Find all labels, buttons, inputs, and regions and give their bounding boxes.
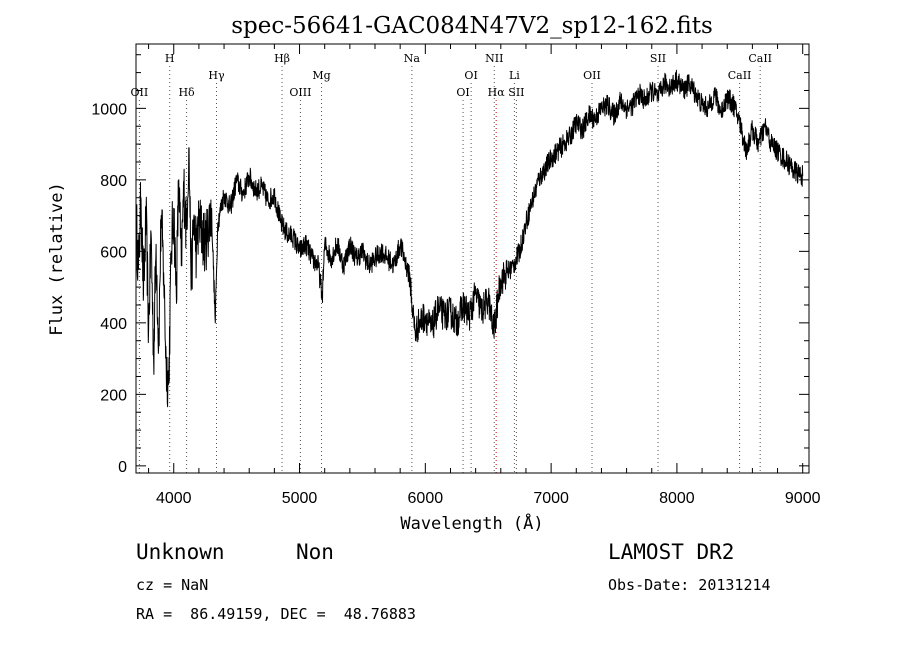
- line-marker-label-14: OII: [583, 69, 601, 82]
- line-marker-label-9: OI: [464, 69, 477, 82]
- line-marker-label-7: Na: [404, 52, 421, 65]
- line-marker-label-4: Hβ: [274, 52, 290, 65]
- spectrum-line: [135, 69, 804, 408]
- x-tick-label-2: 6000: [408, 490, 444, 507]
- line-marker-label-16: CaII: [728, 69, 752, 82]
- line-marker-label-0: OII: [131, 86, 149, 99]
- plot-frame: [135, 43, 810, 474]
- line-marker-label-1: H: [165, 52, 175, 65]
- observation-date: Obs-Date: 20131214: [608, 576, 771, 594]
- line-marker-label-11: Hα: [488, 86, 506, 99]
- y-tick-label-2: 400: [100, 316, 127, 333]
- chart-title: spec-56641-GAC084N47V2_sp12-162.fits: [231, 13, 713, 39]
- line-marker-label-3: Hγ: [208, 69, 225, 82]
- line-marker-label-15: SII: [650, 52, 666, 65]
- line-marker-label-10: NII: [485, 52, 503, 65]
- y-axis: 0 200 400 600 800 1000: [91, 54, 809, 476]
- redshift-cz: cz = NaN: [136, 576, 209, 594]
- survey-name: LAMOST DR2: [608, 540, 735, 564]
- x-tick-label-3: 7000: [533, 490, 569, 507]
- x-axis: 4000 5000 6000 7000 8000 9000: [148, 44, 821, 507]
- line-marker-label-8: OI: [456, 86, 469, 99]
- x-tick-label-4: 8000: [659, 490, 695, 507]
- line-marker-label-12: Li: [509, 69, 520, 82]
- spectral-subclass: Non: [296, 540, 334, 564]
- line-marker-label-2: Hδ: [178, 86, 195, 99]
- y-tick-label-5: 1000: [91, 101, 127, 118]
- line-marker-label-13: SII: [508, 86, 524, 99]
- y-tick-label-0: 0: [118, 459, 127, 476]
- y-tick-label-3: 600: [100, 244, 127, 261]
- y-tick-label-4: 800: [100, 173, 127, 190]
- line-marker-label-5: OIII: [289, 86, 311, 99]
- y-tick-label-1: 200: [100, 387, 127, 404]
- x-tick-label-0: 4000: [156, 490, 192, 507]
- y-axis-label: Flux (relative): [47, 182, 67, 336]
- x-axis-label: Wavelength (Å): [400, 512, 543, 534]
- x-tick-label-5: 9000: [785, 490, 821, 507]
- line-marker-label-17: CaII: [748, 52, 772, 65]
- spectral-class: Unknown: [136, 540, 225, 564]
- line-marker-label-6: Mg: [312, 69, 330, 82]
- x-tick-label-1: 5000: [282, 490, 318, 507]
- spectrum-series: [135, 69, 804, 408]
- coordinates: RA = 86.49159, DEC = 48.76883: [136, 605, 416, 623]
